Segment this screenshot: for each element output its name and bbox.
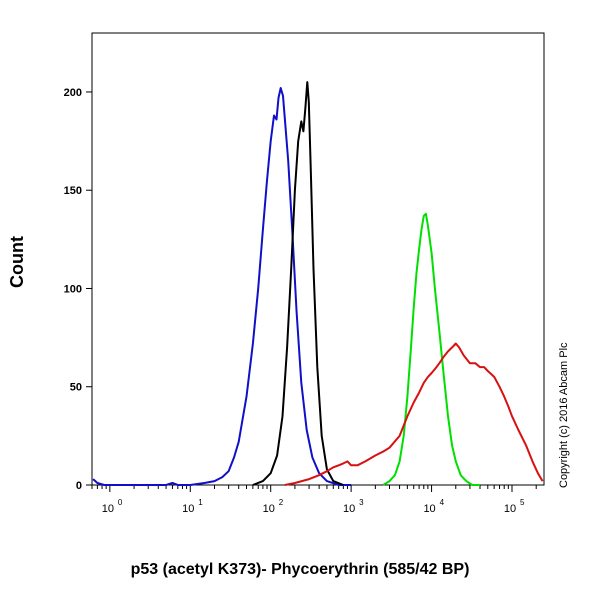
x-tick-exponent: 2 — [279, 498, 284, 507]
histogram-series-line — [92, 87, 352, 486]
x-tick-label: 10 — [343, 503, 355, 515]
x-tick-exponent: 3 — [359, 498, 364, 507]
x-tick-label: 10 — [423, 503, 435, 515]
plot-frame — [91, 32, 545, 486]
histogram-curves — [92, 81, 544, 486]
y-tick-label: 50 — [70, 382, 82, 394]
histogram-series-line — [382, 212, 480, 486]
y-tick-label: 0 — [76, 480, 82, 492]
x-tick-exponent: 1 — [198, 498, 203, 507]
x-tick-exponent: 4 — [440, 498, 445, 507]
histogram-series-line — [252, 81, 344, 486]
x-tick-label: 10 — [182, 503, 194, 515]
copyright-annotation: Copyright (c) 2016 Abcam Plc — [558, 342, 570, 488]
y-axis-ticks: 0 50 100 150 200 — [64, 87, 92, 492]
x-tick-exponent: 5 — [520, 498, 525, 507]
y-tick-label: 200 — [64, 87, 82, 99]
x-tick-label: 10 — [504, 503, 516, 515]
y-tick-label: 100 — [64, 283, 82, 295]
x-tick-label: 10 — [263, 503, 275, 515]
y-tick-label: 150 — [64, 185, 82, 197]
x-tick-exponent: 0 — [118, 498, 123, 507]
y-axis-title: Count — [7, 236, 27, 288]
x-axis-ticks: 10 0 10 1 10 2 10 3 10 4 10 5 — [91, 485, 537, 515]
histogram-series-line — [284, 342, 544, 486]
x-axis-title: p53 (acetyl K373)- Phycoerythrin (585/42… — [131, 561, 470, 578]
x-tick-label: 10 — [102, 503, 114, 515]
